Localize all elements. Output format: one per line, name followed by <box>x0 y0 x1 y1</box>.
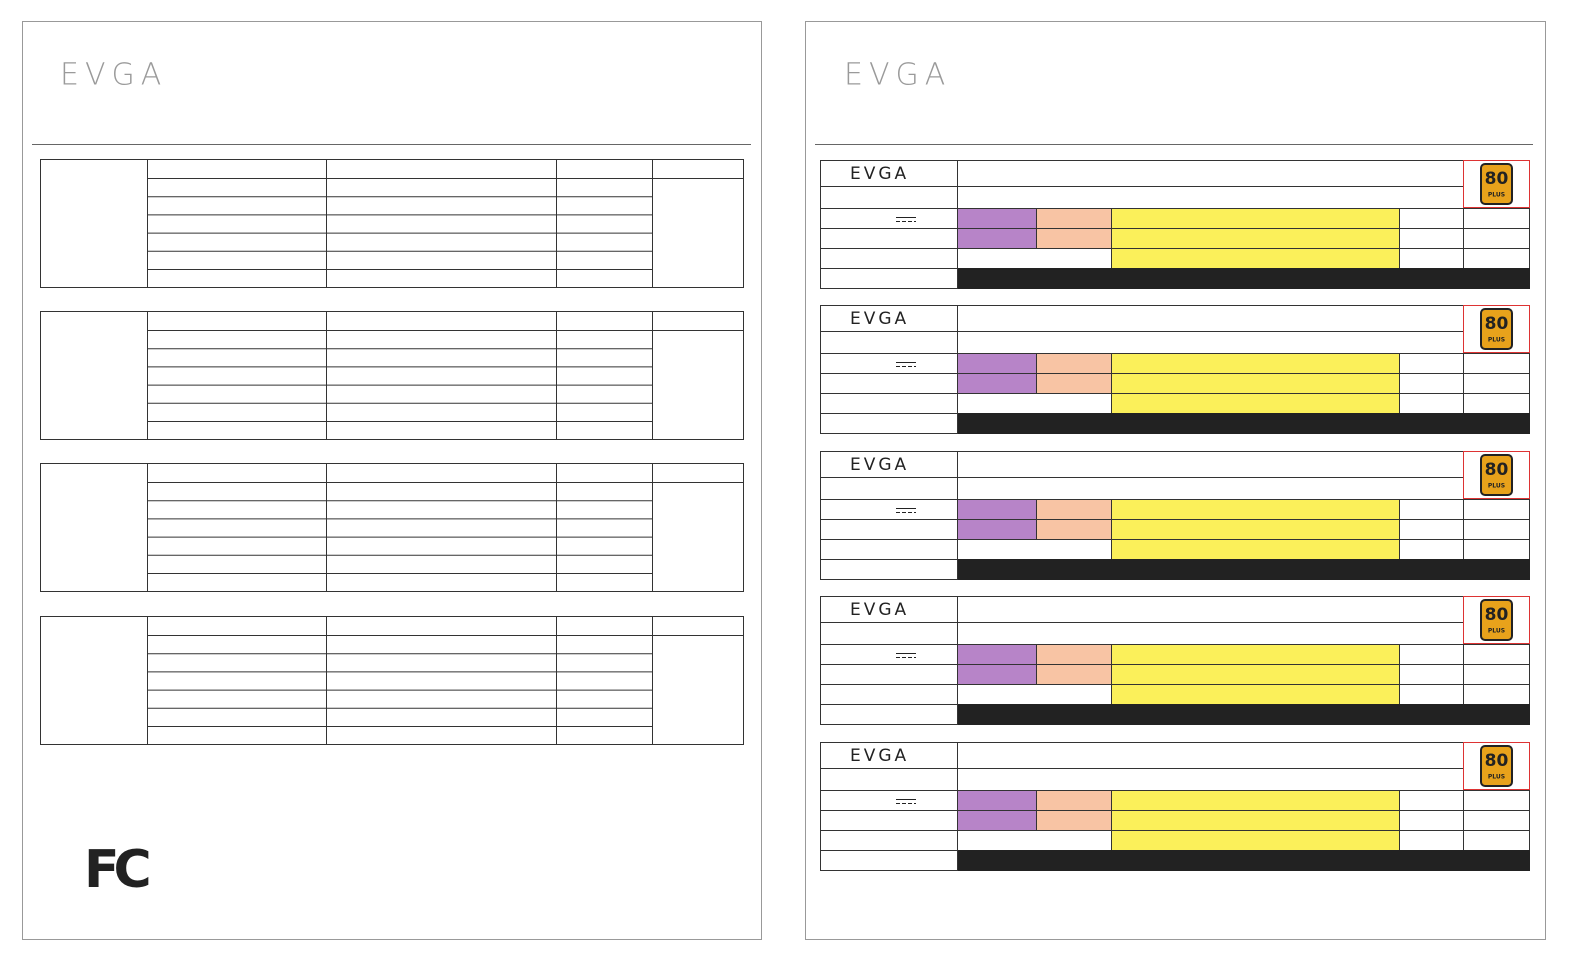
logo: EVGA <box>60 58 167 93</box>
black-bar <box>957 413 1530 434</box>
fcc-mark: FC <box>84 840 149 900</box>
badge-number: 80 <box>1485 751 1509 771</box>
right-page <box>805 21 1546 940</box>
badge-text: PLUS <box>1488 628 1505 635</box>
badge <box>1480 163 1513 205</box>
badge <box>1480 308 1513 350</box>
badge <box>1480 599 1513 641</box>
badge-cell <box>1463 742 1530 790</box>
spec-table <box>40 311 744 440</box>
spec-table <box>40 159 744 288</box>
badge-text: PLUS <box>1488 483 1505 490</box>
card-logo: EVGA <box>850 455 909 475</box>
badge <box>1480 745 1513 787</box>
card-logo: EVGA <box>850 600 909 620</box>
card-logo: EVGA <box>850 746 909 766</box>
badge-number: 80 <box>1485 314 1509 334</box>
black-bar <box>957 850 1530 871</box>
badge-cell <box>1463 305 1530 353</box>
badge-text: PLUS <box>1488 337 1505 344</box>
yellow-cell <box>1111 790 1399 850</box>
badge-number: 80 <box>1485 169 1509 189</box>
card-logo: EVGA <box>850 309 909 329</box>
badge-number: 80 <box>1485 460 1509 480</box>
badge <box>1480 454 1513 496</box>
yellow-cell <box>1111 499 1399 559</box>
black-bar <box>957 268 1530 289</box>
yellow-cell <box>1111 353 1399 413</box>
yellow-cell <box>1111 644 1399 704</box>
black-bar <box>957 704 1530 725</box>
spec-table <box>40 616 744 745</box>
logo: EVGA <box>844 58 951 93</box>
badge-cell <box>1463 451 1530 499</box>
badge-cell <box>1463 160 1530 208</box>
black-bar <box>957 559 1530 580</box>
card-logo: EVGA <box>850 164 909 184</box>
badge-text: PLUS <box>1488 774 1505 781</box>
badge-number: 80 <box>1485 605 1509 625</box>
spec-table <box>40 463 744 592</box>
left-page <box>22 21 762 940</box>
badge-text: PLUS <box>1488 192 1505 199</box>
badge-cell <box>1463 596 1530 644</box>
yellow-cell <box>1111 208 1399 268</box>
